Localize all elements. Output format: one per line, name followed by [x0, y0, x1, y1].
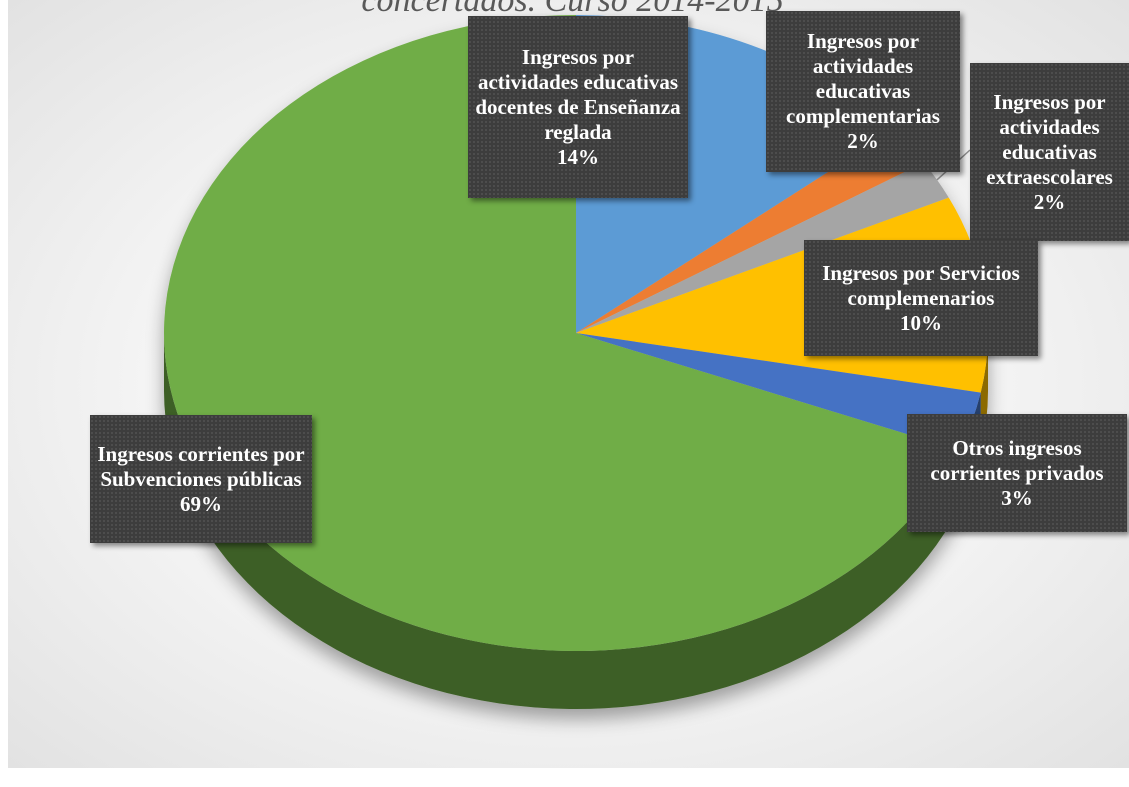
data-label-text: Ingresos por actividades educativas doce…	[475, 44, 681, 144]
data-label-complementarias: Ingresos por actividades educativas comp…	[766, 11, 960, 172]
data-label-subvenciones: Ingresos corrientes por Subvenciones púb…	[90, 415, 312, 543]
chart-title: concertados. Curso 2014-2015	[361, 0, 784, 19]
pie-slice-5	[164, 15, 960, 651]
data-label-percent: 3%	[1001, 485, 1033, 510]
chart-area: concertados. Curso 2014-2015 Ingresos po…	[8, 0, 1129, 768]
data-label-percent: 69%	[180, 491, 222, 516]
pie-chart-svg	[163, 15, 988, 710]
pie-slice-2	[576, 162, 949, 333]
data-label-text: Ingresos por actividades educativas extr…	[986, 89, 1113, 189]
pie-slice-1	[576, 130, 924, 333]
data-label-percent: 10%	[900, 310, 942, 335]
data-label-servicios: Ingresos por Servicios complemenarios 10…	[804, 240, 1038, 356]
data-label-percent: 2%	[1033, 189, 1066, 214]
pie-slice-4	[576, 333, 981, 451]
data-label-text: Ingresos corrientes por Subvenciones púb…	[97, 441, 305, 491]
pie-side-5	[163, 333, 960, 710]
data-label-percent: 14%	[557, 144, 599, 169]
data-label-text: Otros ingresos corrientes privados	[930, 435, 1104, 485]
pie-body	[163, 15, 988, 710]
data-label-extraescolares: Ingresos por actividades educativas extr…	[970, 63, 1129, 241]
data-label-text: Ingresos por actividades educativas comp…	[786, 29, 940, 128]
data-label-otros-privados: Otros ingresos corrientes privados 3%	[907, 414, 1127, 532]
data-label-ensenanza-reglada: Ingresos por actividades educativas doce…	[468, 16, 688, 198]
data-label-text: Ingresos por Servicios complemenarios	[822, 260, 1020, 310]
data-label-percent: 2%	[847, 129, 879, 153]
